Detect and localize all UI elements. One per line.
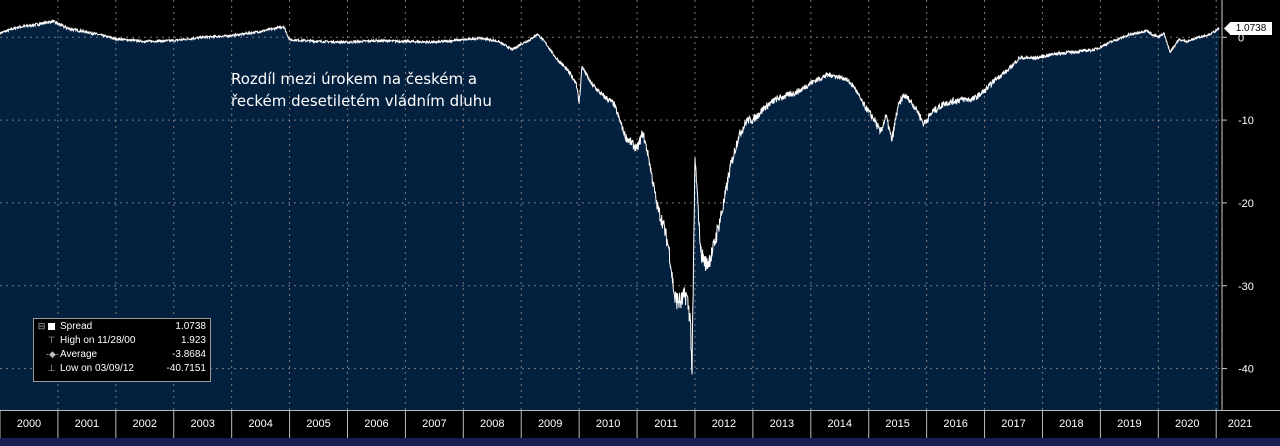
series-area — [0, 20, 1220, 411]
x-tick-label: 2016 — [943, 418, 967, 430]
chart-annotation: Rozdíl mezi úrokem na českém a řeckém de… — [231, 70, 492, 110]
legend: ⊟ Spread 1.0738 ⊤ High on 11/28/00 1.923… — [33, 318, 211, 382]
legend-value: -3.8684 — [172, 349, 206, 360]
low-marker-icon: ⊥ — [47, 363, 56, 373]
x-tick-label: 2019 — [1117, 418, 1141, 430]
y-tick-label: -40 — [1238, 364, 1254, 376]
x-tick-label: 2008 — [480, 418, 504, 430]
series-line — [0, 18, 1220, 375]
legend-label: Spread — [60, 321, 93, 332]
x-tick-label: 2006 — [364, 418, 388, 430]
line-layer — [0, 18, 1220, 375]
x-tick-label: 2014 — [828, 418, 852, 430]
x-tick-label: 2013 — [770, 418, 794, 430]
area-layer — [0, 20, 1220, 411]
bottom-bar — [0, 438, 1280, 446]
collapse-icon[interactable]: ⊟ — [37, 321, 46, 331]
legend-value: -40.7151 — [166, 363, 206, 374]
legend-row-low: ⊥ Low on 03/09/12 -40.7151 — [34, 362, 210, 375]
legend-label: Low on 03/09/12 — [60, 363, 134, 374]
y-tick-label: -10 — [1238, 115, 1254, 127]
x-tick-label: 2021 — [1228, 418, 1252, 430]
last-value-label: 1.0738 — [1230, 22, 1272, 35]
last-value-pointer — [1224, 22, 1230, 35]
x-tick-label: 2009 — [538, 418, 562, 430]
y-tick-label: -20 — [1238, 198, 1254, 210]
x-tick-label: 2015 — [885, 418, 909, 430]
x-tick-label: 2018 — [1059, 418, 1083, 430]
high-marker-icon: ⊤ — [47, 335, 56, 345]
x-tick-label: 2002 — [133, 418, 157, 430]
legend-row-spread[interactable]: ⊟ Spread 1.0738 — [34, 320, 210, 333]
x-tick-label: 2001 — [75, 418, 99, 430]
x-tick-label: 2003 — [190, 418, 214, 430]
average-marker-icon: -◆- — [46, 349, 59, 359]
x-tick-label: 2017 — [1001, 418, 1025, 430]
x-tick-label: 2011 — [654, 418, 678, 430]
series-swatch — [48, 323, 55, 330]
y-tick-label: 0 — [1238, 32, 1244, 44]
legend-label: Average — [60, 349, 98, 360]
legend-row-high: ⊤ High on 11/28/00 1.923 — [34, 334, 210, 347]
x-tick-label: 2000 — [17, 418, 41, 430]
x-tick-label: 2010 — [596, 418, 620, 430]
legend-value: 1.923 — [180, 335, 206, 346]
legend-row-average: -◆- Average -3.8684 — [34, 348, 210, 361]
x-tick-label: 2012 — [712, 418, 736, 430]
x-tick-label: 2007 — [422, 418, 446, 430]
grid-layer — [0, 0, 1222, 410]
legend-label: High on 11/28/00 — [60, 335, 136, 346]
x-tick-label: 2005 — [306, 418, 330, 430]
legend-value: 1.0738 — [175, 321, 206, 332]
y-tick-label: -30 — [1238, 281, 1254, 293]
x-tick-label: 2020 — [1175, 418, 1199, 430]
x-tick-label: 2004 — [248, 418, 272, 430]
